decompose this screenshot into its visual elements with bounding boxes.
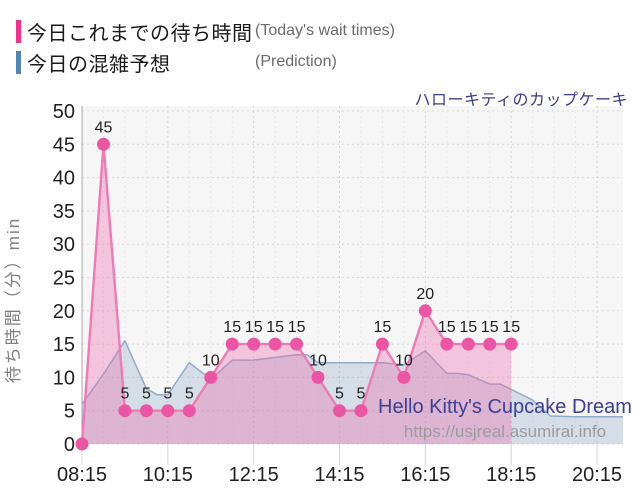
data-point-label: 15 [459,319,477,336]
data-point-label: 5 [357,386,366,403]
data-point-dot[interactable] [204,370,218,384]
legend-label-actual-en: (Today's wait times) [255,22,395,39]
data-point-dot[interactable] [247,337,261,351]
legend-label-prediction-jp: 今日の混雑予想 [27,53,171,76]
prediction-line [81,340,623,418]
data-point-dot[interactable] [225,337,239,351]
x-tick-label: 08:15 [57,464,107,486]
data-point-label: 5 [185,386,194,403]
y-tick-label: 35 [53,201,75,223]
data-point-label: 15 [481,319,499,336]
data-point-label: 45 [95,119,113,136]
data-point-label: 15 [502,319,520,336]
x-tick-label: 20:15 [572,464,622,486]
data-point-label: 15 [438,319,456,336]
data-point-dot[interactable] [290,337,304,351]
data-point-dot[interactable] [268,337,282,351]
data-point-dot[interactable] [483,337,497,351]
data-point-label: 5 [142,386,151,403]
x-tick-label: 16:15 [400,464,450,486]
data-point-label: 10 [202,352,220,369]
y-tick-label: 40 [53,168,75,190]
data-point-label: 20 [416,286,434,303]
y-tick-label: 15 [53,334,75,356]
data-point-label: 15 [223,319,241,336]
x-tick-label: 18:15 [486,464,536,486]
data-point-dot[interactable] [75,437,89,451]
x-tick-label: 10:15 [143,464,193,486]
prediction-area [82,340,623,444]
y-tick-label: 25 [53,268,75,290]
legend-label-prediction-en: (Prediction) [255,53,337,70]
data-point-label: 15 [288,319,306,336]
data-point-dot[interactable] [504,337,518,351]
data-point-label: 10 [309,352,327,369]
data-point-label: 15 [374,319,392,336]
y-tick-label: 30 [53,234,75,256]
legend-row-prediction: 今日の混雑予想 (Prediction) [16,50,337,76]
x-tick-label: 12:15 [229,464,279,486]
legend-row-actual: 今日これまでの待ち時間 (Today's wait times) [16,19,395,45]
data-point-dot[interactable] [139,404,153,418]
data-point-dot[interactable] [397,370,411,384]
y-tick-label: 20 [53,301,75,323]
data-point-dot[interactable] [182,404,196,418]
data-point-dot[interactable] [418,304,432,318]
x-tick-label: 14:15 [314,464,364,486]
data-point-label: 5 [335,386,344,403]
data-point-label: 15 [266,319,284,336]
data-point-dot[interactable] [161,404,175,418]
watermark-url: https://usjreal.asumirai.info [404,422,606,441]
y-axis-title: 待ち時間（分）min [4,217,23,383]
y-tick-label: 0 [64,434,75,456]
y-tick-label: 50 [53,101,75,123]
data-point-label: 5 [163,386,172,403]
data-point-label: 10 [395,352,413,369]
data-point-dot[interactable] [97,137,110,151]
legend-label-actual-jp: 今日これまでの待ち時間 [27,22,253,45]
attraction-title: ハローキティのカップケーキ [414,92,628,109]
data-point-dot[interactable] [375,337,389,351]
data-point-label: 5 [120,386,129,403]
data-point-dot[interactable] [461,337,475,351]
legend-swatch-actual [16,19,21,43]
legend-swatch-prediction [16,50,21,74]
data-point-dot[interactable] [311,370,325,384]
y-tick-label: 5 [64,401,75,423]
watermark-title: Hello Kitty's Cupcake Dream [378,396,632,418]
y-tick-label: 45 [53,134,75,156]
data-point-dot[interactable] [333,404,346,418]
data-point-dot[interactable] [118,404,132,418]
data-point-dot[interactable] [440,337,454,351]
data-point-label: 15 [245,319,263,336]
data-point-dot[interactable] [354,404,368,418]
y-tick-label: 10 [53,367,75,389]
